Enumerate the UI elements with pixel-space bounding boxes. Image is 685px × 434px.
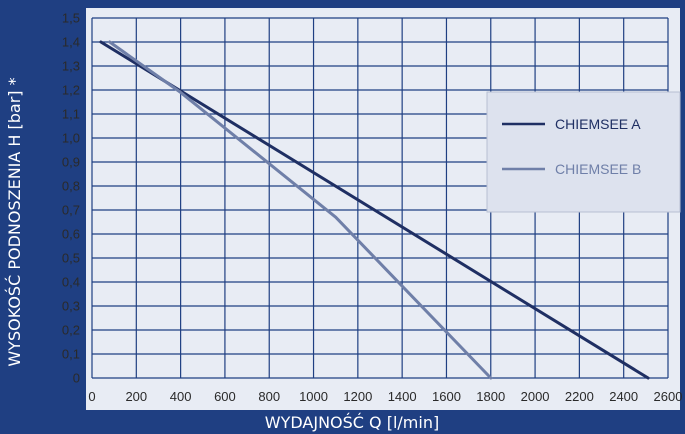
x-tick-label: 1400 (388, 389, 417, 404)
y-tick-label: 0,9 (62, 155, 80, 170)
x-tick-label: 0 (88, 389, 95, 404)
y-tick-label: 0,5 (62, 251, 80, 266)
legend-label-chiemsee-b: CHIEMSEE B (555, 161, 641, 177)
y-tick-label: 1,3 (62, 59, 80, 74)
x-tick-label: 2600 (654, 389, 683, 404)
x-tick-label: 800 (258, 389, 280, 404)
x-tick-label: 1000 (299, 389, 328, 404)
y-tick-label: 1,5 (62, 11, 80, 26)
legend-label-chiemsee-a: CHIEMSEE A (555, 116, 641, 132)
x-tick-label: 1200 (343, 389, 372, 404)
y-tick-label: 0 (73, 371, 80, 386)
x-tick-label: 2400 (609, 389, 638, 404)
x-tick-label: 1800 (476, 389, 505, 404)
series-line-chiemsee-b (108, 40, 493, 380)
series-line-chiemsee-a (99, 40, 650, 380)
y-tick-label: 0,4 (62, 275, 80, 290)
legend: CHIEMSEE A CHIEMSEE B (486, 91, 681, 213)
y-tick-label: 1,4 (62, 35, 80, 50)
y-tick-label: 0,6 (62, 227, 80, 242)
x-tick-label: 2000 (521, 389, 550, 404)
legend-box (486, 91, 681, 213)
y-tick-label: 0,3 (62, 299, 80, 314)
x-axis-ticks: 0 200 400 600 800 1000 1200 1400 1600 1800 2000 220… (88, 389, 682, 404)
y-tick-label: 1,1 (62, 107, 80, 122)
y-tick-label: 0,2 (62, 323, 80, 338)
x-tick-label: 600 (214, 389, 236, 404)
y-tick-label: 0,7 (62, 203, 80, 218)
y-axis-ticks: 0 0,1 0,2 0,3 0,4 0,5 0,6 0,7 0,8 0,9 1,0 1,1 1,2 1,3… (62, 11, 80, 386)
series-lines (99, 40, 650, 380)
y-axis-title: WYSOKOŚĆ PODNOSZENIA H [bar] * (5, 77, 24, 366)
y-tick-label: 1,2 (62, 83, 80, 98)
x-tick-label: 400 (170, 389, 192, 404)
x-tick-label: 200 (125, 389, 147, 404)
y-tick-label: 1,0 (62, 131, 80, 146)
x-axis-title: WYDAJNOŚĆ Q [l/min] (265, 413, 439, 432)
x-tick-label: 2200 (565, 389, 594, 404)
x-tick-label: 1600 (432, 389, 461, 404)
y-tick-label: 0,1 (62, 347, 80, 362)
y-tick-label: 0,8 (62, 179, 80, 194)
